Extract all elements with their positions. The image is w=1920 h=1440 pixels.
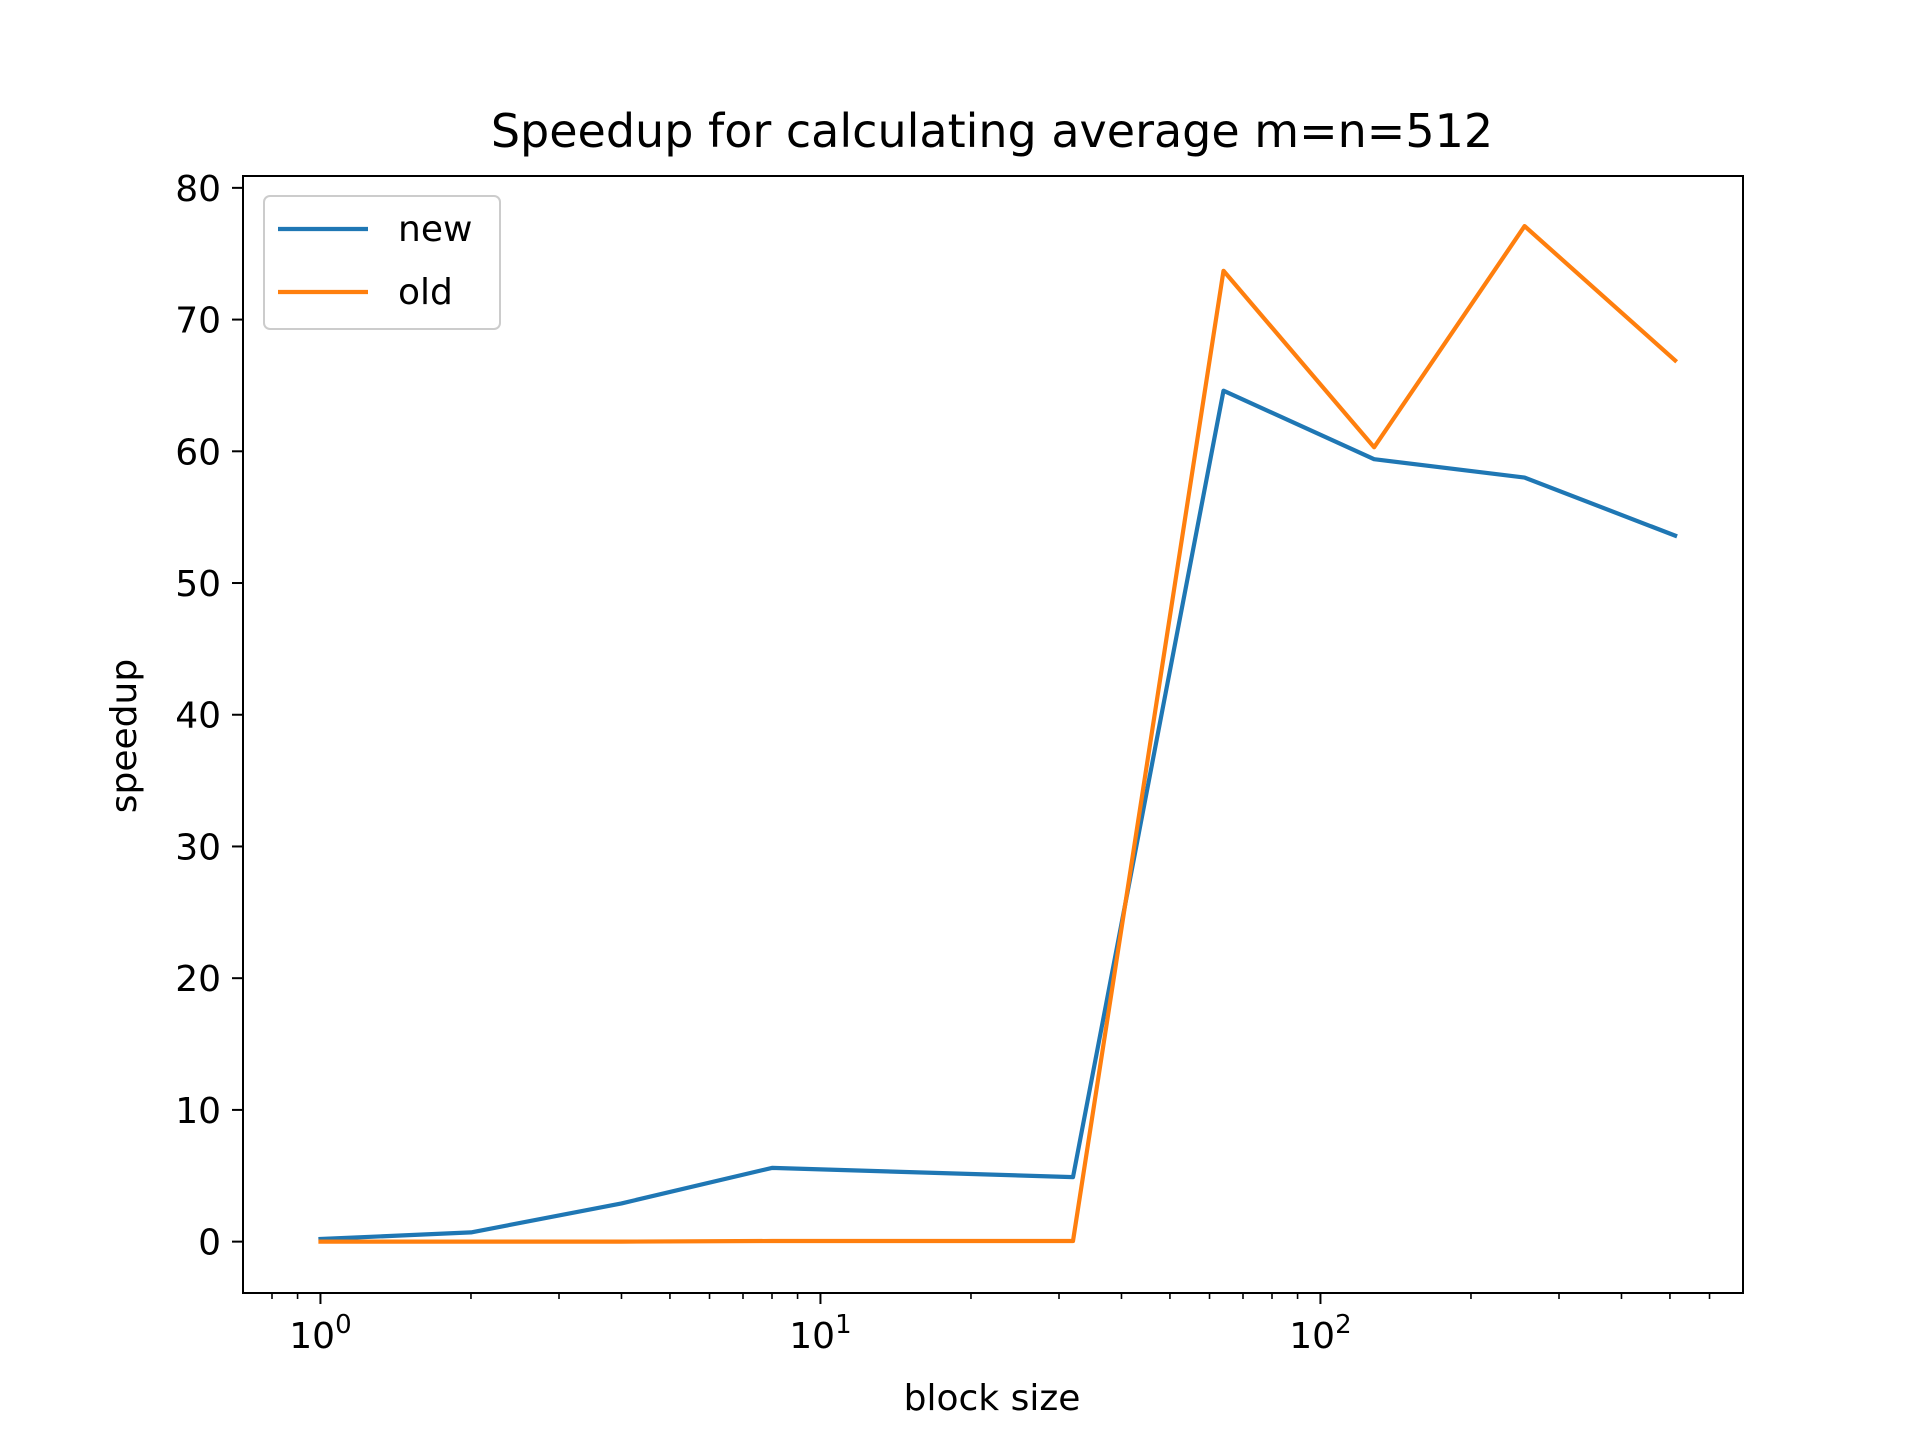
x-tick-label: 102 <box>1289 1310 1351 1357</box>
legend-label-old: old <box>398 272 453 313</box>
series-line-old <box>318 224 1679 1244</box>
y-tick-label: 30 <box>175 827 221 868</box>
series-line-new <box>318 388 1678 1242</box>
y-tick-label: 60 <box>175 432 221 473</box>
x-tick-label: 101 <box>789 1310 851 1357</box>
x-axis-label: block size <box>904 1378 1081 1419</box>
axes-frame <box>242 175 1744 1294</box>
legend-label-new: new <box>398 209 472 250</box>
x-tick-label: 100 <box>289 1310 351 1357</box>
y-axis-label: speedup <box>104 659 145 813</box>
y-tick-label: 40 <box>175 696 221 737</box>
chart-title: Speedup for calculating average m=n=512 <box>491 104 1493 158</box>
y-tick-label: 20 <box>175 959 221 1000</box>
y-tick-label: 0 <box>198 1223 221 1264</box>
y-tick-label: 80 <box>175 169 221 210</box>
y-tick-label: 10 <box>175 1091 221 1132</box>
plot-area: 0 10 20 30 40 50 60 70 80 100 101 102 new old <box>175 169 1744 1357</box>
y-tick-label: 50 <box>175 564 221 605</box>
y-tick-label: 70 <box>175 301 221 342</box>
